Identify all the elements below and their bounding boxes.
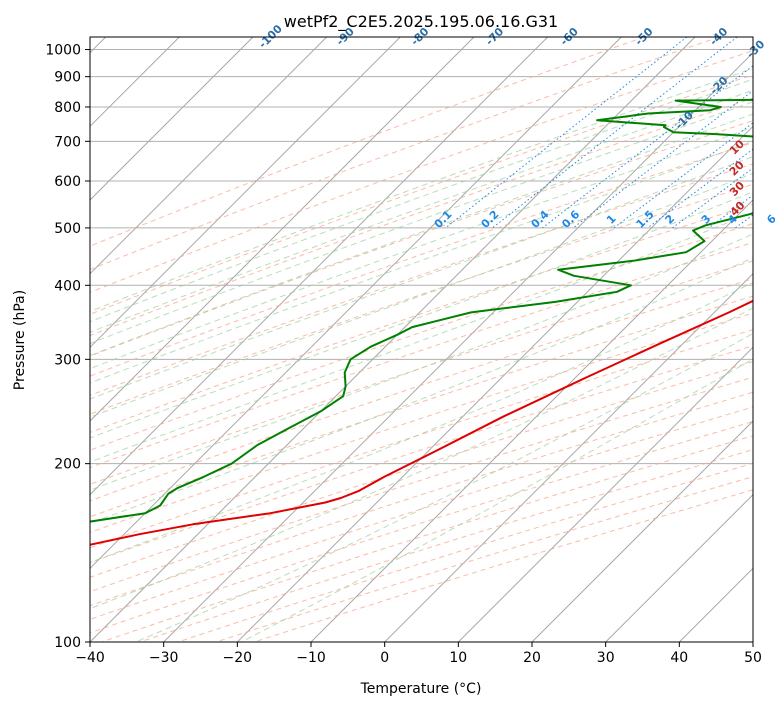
mixing-ratio-line	[734, 214, 753, 229]
isotherm-line	[90, 37, 622, 570]
y-tick-label: 900	[54, 70, 81, 86]
y-tick-label: 1000	[45, 43, 81, 59]
mixing-ratio-line	[672, 167, 753, 229]
mixing-ratio-lines	[445, 37, 753, 229]
dry-adiabat-line	[90, 391, 753, 607]
y-tick-label: 600	[54, 174, 81, 190]
isotherm-line	[384, 272, 753, 642]
dry-adiabat-line	[90, 183, 753, 415]
moist-adiabat-line	[90, 211, 753, 463]
moist-adiabats	[90, 67, 753, 642]
moist-adiabat-line	[90, 281, 753, 564]
dry-adiabats	[90, 37, 753, 642]
isotherm-line	[90, 37, 696, 642]
isopleth-labels: 0.10.20.40.611.52346810131620253036-100-…	[256, 22, 775, 231]
moist-adiabat-line	[135, 333, 753, 642]
x-tick-label: −30	[149, 650, 179, 666]
isotherm-line	[90, 37, 401, 349]
dry-adiabat-line	[90, 376, 753, 593]
dry-adiabat-line	[90, 345, 753, 564]
y-tick-label: 500	[54, 221, 81, 237]
profile-series	[90, 98, 753, 546]
x-tick-label: 0	[380, 650, 389, 666]
isotherm-line	[678, 567, 753, 642]
temperature-profile-line	[90, 299, 753, 546]
y-tick-label: 800	[54, 100, 81, 116]
x-tick-label: 40	[670, 650, 688, 666]
x-tick-label: 20	[523, 650, 541, 666]
x-tick-label: 10	[449, 650, 467, 666]
moist-adiabat-line	[90, 67, 753, 313]
dry-adiabat-line	[90, 241, 753, 469]
isotherm-line	[90, 37, 254, 201]
y-tick-label: 100	[54, 635, 81, 651]
dry-adiabat-line	[90, 295, 753, 518]
dry-adiabat-line	[90, 50, 753, 293]
dry-adiabat-line	[90, 260, 753, 485]
dry-adiabat-line	[101, 435, 753, 642]
moist-adiabat-line	[90, 78, 753, 323]
moist-adiabat-line	[241, 358, 753, 642]
isotherm-line	[457, 346, 753, 642]
isotherm-line	[605, 493, 753, 642]
y-axis-label: Pressure (hPa)	[12, 290, 28, 390]
x-tick-label: 30	[597, 650, 615, 666]
y-tick-label: 200	[54, 457, 81, 473]
moist-adiabat-line	[90, 257, 753, 524]
x-tick-label: −10	[296, 650, 326, 666]
dry-adiabat-label: 30	[727, 179, 747, 199]
dry-adiabat-line	[90, 74, 753, 315]
isotherm-line	[236, 125, 753, 642]
x-axis-label: Temperature (°C)	[360, 681, 482, 697]
moist-adiabat-line	[90, 126, 753, 370]
mixing-ratio-label: 2	[663, 212, 678, 227]
mixing-ratio-label: 1	[604, 212, 619, 227]
moist-adiabat-line	[90, 89, 753, 333]
x-tick-label: 50	[744, 650, 762, 666]
dewpoint-profile-line	[90, 98, 753, 523]
moist-adiabat-line	[90, 156, 753, 400]
plot-frame	[89, 36, 754, 643]
x-tick-label: −20	[223, 650, 253, 666]
dry-adiabat-line	[90, 142, 753, 377]
isotherm-line	[90, 37, 549, 496]
dry-adiabat-line	[90, 329, 753, 549]
moist-adiabat-line	[90, 140, 753, 384]
chart-title: wetPf2_C2E5.2025.195.06.16.G31	[284, 12, 558, 32]
mixing-ratio-line	[542, 65, 753, 229]
mixing-ratio-label: 6	[764, 212, 775, 227]
isotherm-line	[531, 420, 753, 642]
mixing-ratio-line	[708, 194, 753, 229]
y-tick-label: 700	[54, 134, 81, 150]
isotherm-line	[90, 37, 328, 275]
dry-adiabat-line	[90, 203, 753, 433]
dry-adiabat-line	[90, 37, 645, 247]
y-tick-label: 300	[54, 352, 81, 368]
isotherm-line	[90, 37, 475, 422]
dry-adiabat-line	[90, 97, 753, 337]
moist-adiabat-line	[90, 113, 753, 357]
dry-adiabat-line	[90, 163, 753, 396]
isotherm-line	[163, 51, 753, 642]
y-tick-label: 400	[54, 278, 81, 294]
mixing-ratio-line	[492, 37, 738, 229]
moist-adiabat-line	[90, 172, 753, 418]
axis-ticks: −40 −30 −20 −10 0 10 20 30 40 5010020030040050060…	[45, 43, 762, 666]
dry-adiabat-line	[90, 37, 720, 271]
x-tick-label: −40	[75, 650, 105, 666]
dry-adiabat-label: 20	[727, 158, 747, 178]
mixing-ratio-line	[572, 90, 753, 229]
isotherm-line	[752, 641, 753, 642]
